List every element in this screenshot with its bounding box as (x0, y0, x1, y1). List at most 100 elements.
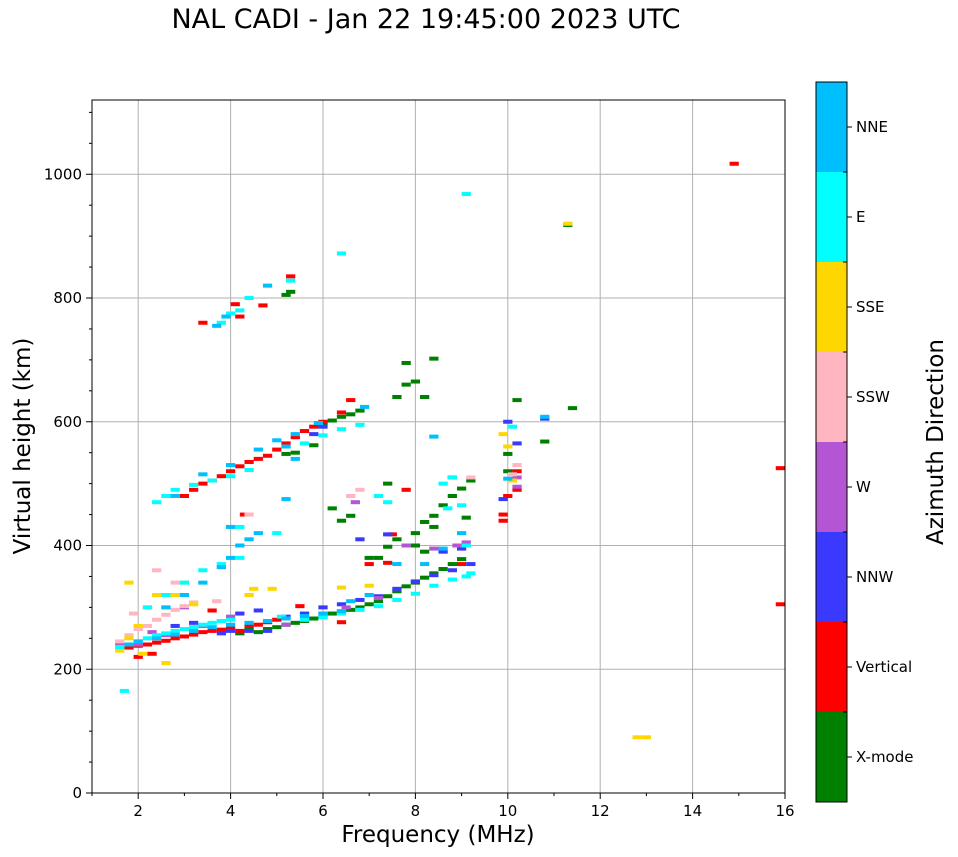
echo-point-x-mode (540, 439, 550, 444)
echo-point-sse (124, 636, 134, 641)
echo-point-x-mode (410, 379, 421, 384)
echo-point-x-mode (410, 531, 421, 536)
echo-point-e (225, 311, 236, 316)
echo-point-x-mode (420, 519, 430, 524)
echo-point-e (170, 487, 180, 492)
echo-point-nne (313, 420, 323, 425)
echo-point-e (443, 506, 453, 511)
echo-point-x-mode (429, 524, 439, 529)
echo-point-vertical (364, 562, 374, 567)
echo-point-w (350, 500, 360, 505)
echo-point-nnw (244, 628, 254, 633)
echo-point-nne (364, 593, 374, 597)
echo-point-vertical (336, 410, 347, 415)
echo-point-e (373, 604, 384, 609)
y-tick-label: 1000 (44, 165, 82, 183)
x-axis-label: Frequency (MHz) (341, 822, 534, 848)
echo-point-sse (133, 623, 143, 628)
echo-point-vertical (775, 466, 785, 471)
echo-point-nne (420, 562, 430, 567)
echo-point-sse (152, 593, 162, 597)
echo-point-e (179, 580, 190, 585)
echo-point-vertical (170, 636, 180, 641)
echo-point-x-mode (456, 486, 467, 491)
echo-point-e (235, 308, 245, 313)
echo-point-nnw (447, 568, 457, 573)
echo-point-sse (336, 585, 347, 590)
echo-point-w (147, 630, 157, 635)
echo-point-vertical (262, 453, 273, 458)
echo-point-nnw (456, 546, 467, 551)
echo-point-ssw (507, 472, 518, 477)
echo-point-vertical (216, 474, 226, 479)
colorbar-label: Vertical (856, 658, 912, 676)
echo-point-e (456, 503, 467, 508)
echo-point-e (198, 622, 208, 627)
echo-point-vertical (239, 512, 250, 517)
echo-point-nne (225, 555, 236, 560)
colorbar: X-mode Vertical NNW W SSW SSE E NNE (815, 81, 913, 803)
echo-point-e (161, 593, 171, 597)
echo-point-x-mode (447, 494, 457, 498)
echo-point-e (299, 617, 310, 622)
echo-point-vertical (179, 494, 190, 498)
echo-point-e (235, 524, 245, 529)
colorbar-label: X-mode (856, 748, 913, 766)
echo-point-nne (198, 472, 208, 477)
data-points (115, 161, 785, 740)
echo-point-e (276, 614, 287, 619)
echo-point-ssw (128, 611, 139, 616)
echo-point-vertical (383, 560, 393, 565)
echo-point-vertical (198, 320, 208, 325)
echo-point-w (115, 642, 125, 647)
echo-point-e (189, 482, 199, 487)
echo-point-e (461, 574, 471, 579)
echo-point-e (170, 628, 180, 633)
echo-point-nne (281, 616, 291, 621)
echo-point-nne (198, 580, 208, 585)
echo-point-nnw (438, 549, 448, 554)
y-tick-label: 0 (72, 784, 82, 802)
echo-point-x-mode (336, 414, 347, 419)
echo-point-ssw (124, 633, 134, 638)
echo-point-x-mode (355, 605, 365, 610)
echo-point-x-mode (327, 611, 337, 616)
echo-point-nne (262, 283, 273, 288)
echo-point-vertical (142, 642, 153, 647)
echo-point-e (244, 468, 254, 473)
echo-point-vertical (775, 602, 785, 607)
echo-point-x-mode (401, 360, 411, 365)
echo-point-e (216, 562, 226, 567)
echo-point-sse (364, 583, 374, 588)
echo-point-x-mode (346, 607, 356, 612)
colorbar-segment (816, 532, 847, 622)
echo-point-e (235, 555, 245, 560)
echo-point-x-mode (410, 543, 421, 548)
echo-point-e (447, 577, 457, 582)
echo-point-e (336, 427, 347, 432)
echo-point-e (225, 617, 236, 622)
echo-point-w (373, 596, 384, 601)
echo-point-x-mode (447, 562, 457, 567)
echo-point-ssw (355, 487, 365, 492)
echo-point-vertical (309, 424, 319, 429)
echo-point-vertical (235, 464, 245, 469)
echo-point-nne (281, 444, 291, 449)
echo-point-nne (359, 404, 370, 409)
echo-point-nnw (225, 628, 236, 633)
echo-point-vertical (225, 469, 236, 474)
echo-point-sse (503, 444, 513, 449)
echo-point-vertical (253, 622, 263, 627)
echo-point-x-mode (383, 594, 393, 599)
echo-point-w (341, 605, 351, 610)
echo-point-vertical (198, 481, 208, 486)
echo-point-nne (170, 632, 180, 637)
echo-point-nne (318, 611, 328, 616)
echo-point-vertical (498, 512, 508, 517)
x-tick-label: 8 (411, 802, 421, 820)
echo-point-vertical (161, 638, 171, 643)
colorbar-label: NNW (856, 568, 893, 586)
echo-point-vertical (290, 435, 300, 440)
echo-point-nne (189, 628, 199, 633)
colorbar-segment (816, 172, 847, 262)
